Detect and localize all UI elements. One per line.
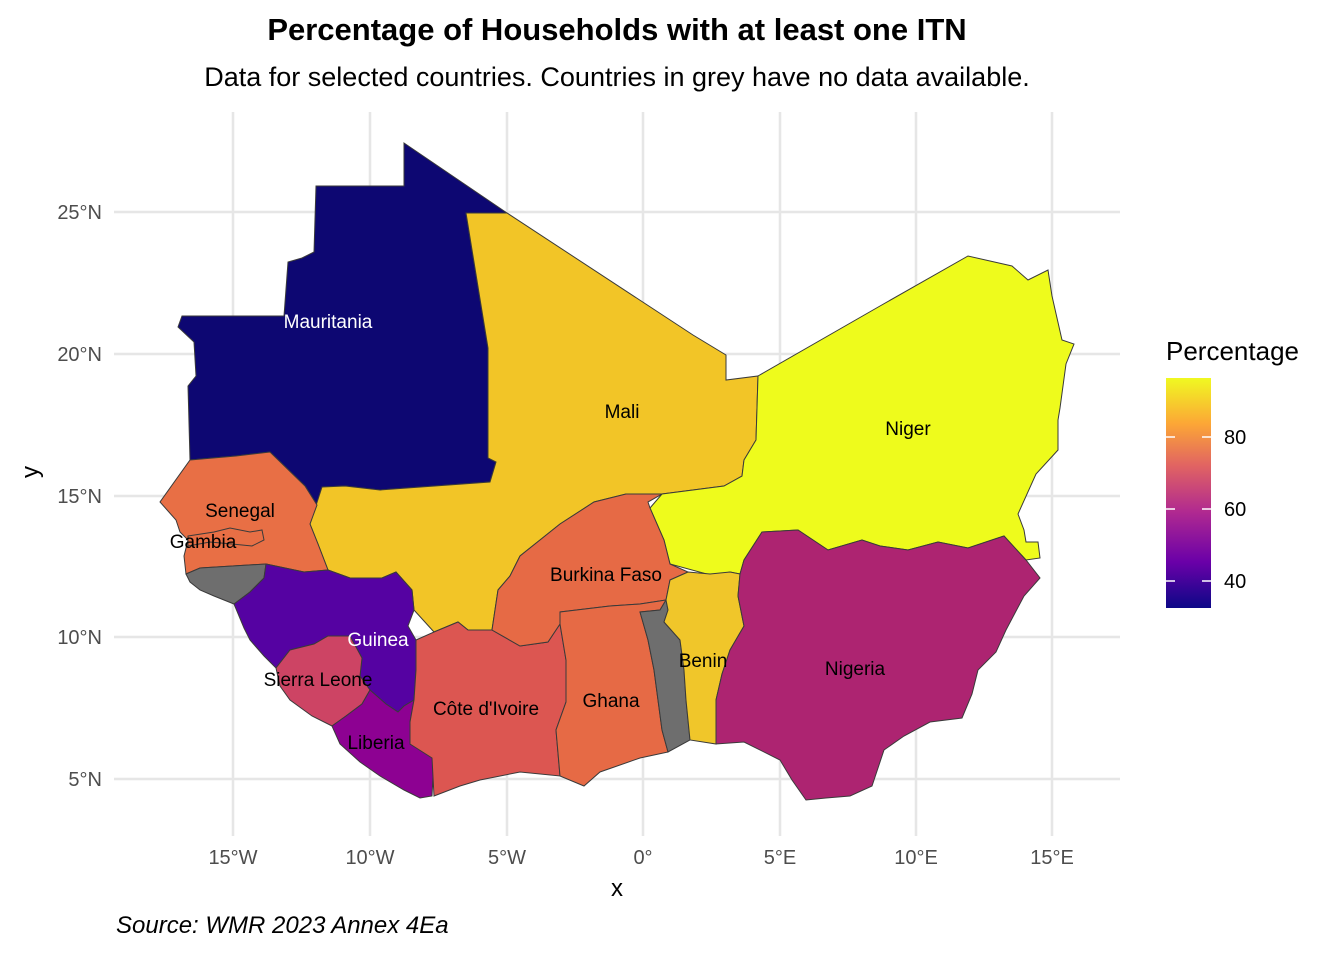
country-label: Mali [605,402,640,423]
x-tick: 15°W [208,847,257,869]
country-label: Gambia [170,532,237,553]
x-tick: 15°E [1030,847,1074,869]
y-axis-ticks: 25°N 20°N 15°N 10°N 5°N [57,202,102,791]
country-label: Sierra Leone [264,670,373,691]
country-label: Ghana [582,691,639,712]
y-tick: 15°N [57,486,102,508]
country-shapes [159,142,1075,801]
country-labels: Mauritania Mali Niger Senegal Gambia Guinea Si… [170,312,932,754]
x-tick: 0° [633,847,652,869]
legend-tick: 60 [1224,499,1246,521]
country-label: Nigeria [825,659,886,680]
y-tick: 20°N [57,344,102,366]
legend-tick: 40 [1224,571,1246,593]
legend-tick: 80 [1224,427,1246,449]
x-tick: 5°E [764,847,796,869]
y-axis-title: y [17,466,44,478]
legend-title: Percentage [1166,336,1299,366]
x-tick: 10°W [345,847,394,869]
country-label: Benin [679,651,728,672]
country-label: Niger [885,419,931,440]
map-subtitle: Data for selected countries. Countries i… [204,62,1030,92]
country-label: Mauritania [284,312,373,333]
country-label: Burkina Faso [550,565,662,586]
x-axis-ticks: 15°W 10°W 5°W 0° 5°E 10°E 15°E [208,847,1073,869]
x-tick: 5°W [488,847,526,869]
y-tick: 5°N [68,769,102,791]
country-label: Senegal [205,501,275,522]
y-tick: 25°N [57,202,102,224]
source-caption: Source: WMR 2023 Annex 4Ea [116,912,449,939]
country-gambia[interactable] [187,527,265,547]
legend-colorbar [1166,378,1211,608]
y-tick: 10°N [57,627,102,649]
country-label: Côte d'Ivoire [433,699,539,720]
country-nigeria[interactable] [715,529,1041,801]
legend: Percentage 80 60 40 [1166,336,1299,608]
x-tick: 10°E [894,847,938,869]
map-title: Percentage of Households with at least o… [267,12,967,47]
country-label: Guinea [347,630,409,651]
country-label: Liberia [347,733,404,754]
x-axis-title: x [611,875,623,902]
